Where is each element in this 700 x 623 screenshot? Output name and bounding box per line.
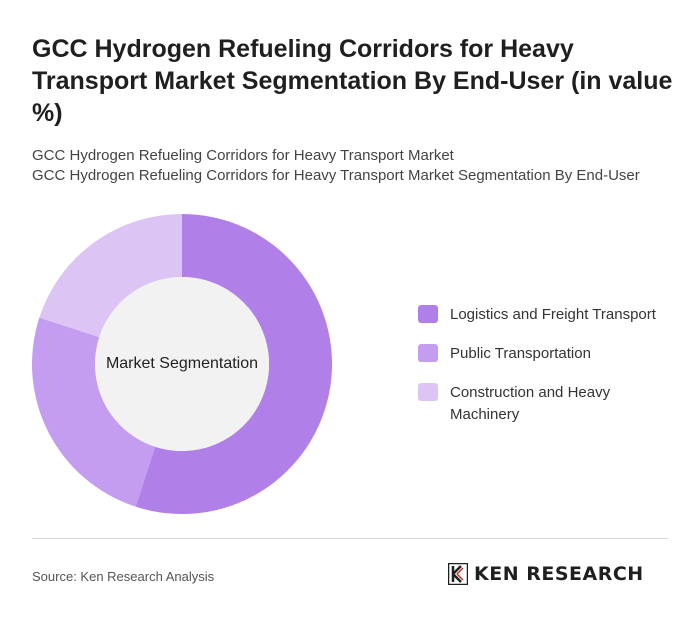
- logo-text: KEN RESEARCH: [474, 563, 644, 585]
- legend-swatch: [418, 383, 438, 401]
- donut-chart: Market Segmentation: [30, 212, 334, 516]
- chart-legend: Logistics and Freight Transport Public Tr…: [418, 304, 678, 443]
- legend-swatch: [418, 305, 438, 323]
- ken-research-logo: KEN RESEARCH: [448, 563, 644, 585]
- chart-subtitle: GCC Hydrogen Refueling Corridors for Hea…: [32, 146, 682, 186]
- donut-slice-1: [135, 214, 332, 514]
- subtitle-line-2: GCC Hydrogen Refueling Corridors for Hea…: [32, 167, 640, 184]
- legend-item: Public Transportation: [418, 343, 678, 365]
- footer-divider: [32, 538, 668, 539]
- legend-item: Construction and Heavy Machinery: [418, 382, 678, 426]
- legend-item: Logistics and Freight Transport: [418, 304, 678, 326]
- subtitle-line-1: GCC Hydrogen Refueling Corridors for Hea…: [32, 147, 454, 164]
- chart-title: GCC Hydrogen Refueling Corridors for Hea…: [32, 35, 673, 127]
- source-note: Source: Ken Research Analysis: [32, 569, 215, 584]
- legend-label: Logistics and Freight Transport: [450, 306, 656, 323]
- legend-label: Construction and Heavy Machinery: [450, 384, 611, 423]
- legend-label: Public Transportation: [450, 345, 591, 362]
- donut-slice-3: [39, 214, 182, 338]
- donut-hole: [95, 277, 269, 451]
- donut-svg: [31, 214, 332, 514]
- legend-swatch: [418, 344, 438, 362]
- donut-slice-2: [31, 317, 156, 507]
- ken-research-logo-icon: [448, 563, 468, 585]
